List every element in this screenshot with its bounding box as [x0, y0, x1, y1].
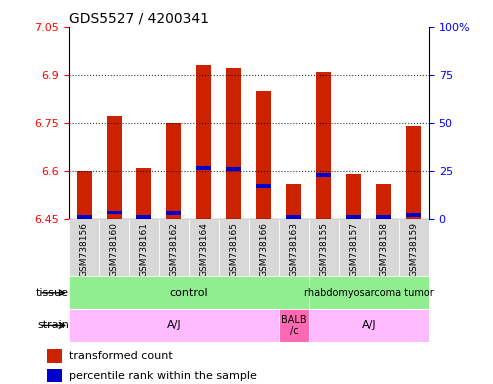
Bar	[69, 276, 309, 309]
Text: rhabdomyosarcoma tumor: rhabdomyosarcoma tumor	[304, 288, 434, 298]
Bar	[279, 219, 309, 276]
Text: GSM738159: GSM738159	[409, 222, 419, 277]
Text: BALB
/c: BALB /c	[281, 314, 307, 336]
Text: GSM738163: GSM738163	[289, 222, 298, 277]
Text: GSM738160: GSM738160	[109, 222, 118, 277]
Bar	[69, 309, 279, 342]
Bar	[69, 219, 99, 276]
Bar	[99, 219, 129, 276]
Bar	[406, 126, 422, 219]
Bar	[347, 215, 361, 219]
Text: GSM738161: GSM738161	[140, 222, 148, 277]
Bar	[129, 219, 159, 276]
Text: GSM738162: GSM738162	[170, 222, 178, 276]
Bar	[226, 68, 242, 219]
Bar	[406, 213, 422, 217]
Bar	[309, 219, 339, 276]
Bar	[137, 215, 151, 219]
Bar	[286, 184, 301, 219]
Text: GSM738164: GSM738164	[200, 222, 209, 276]
Bar	[249, 219, 279, 276]
Text: GSM738156: GSM738156	[79, 222, 89, 277]
Text: A/J: A/J	[167, 320, 181, 331]
Bar	[309, 276, 429, 309]
Bar	[76, 215, 92, 219]
Bar	[106, 116, 121, 219]
Bar	[317, 173, 331, 177]
Text: tissue: tissue	[36, 288, 69, 298]
Text: GSM738166: GSM738166	[259, 222, 269, 277]
Bar	[47, 369, 62, 382]
Bar	[286, 215, 301, 219]
Bar	[256, 184, 272, 188]
Bar	[76, 171, 92, 219]
Bar	[339, 219, 369, 276]
Bar	[309, 309, 429, 342]
Bar	[399, 219, 429, 276]
Text: strain: strain	[37, 320, 69, 331]
Text: GSM738158: GSM738158	[380, 222, 388, 277]
Text: GSM738155: GSM738155	[319, 222, 328, 277]
Bar	[317, 72, 331, 219]
Bar	[197, 65, 211, 219]
Bar	[167, 123, 181, 219]
Text: GDS5527 / 4200341: GDS5527 / 4200341	[69, 12, 209, 26]
Text: GSM738165: GSM738165	[229, 222, 239, 277]
Text: transformed count: transformed count	[69, 351, 173, 361]
Bar	[226, 167, 242, 171]
Bar	[159, 219, 189, 276]
Bar	[377, 215, 391, 219]
Bar	[189, 219, 219, 276]
Bar	[47, 349, 62, 363]
Text: percentile rank within the sample: percentile rank within the sample	[69, 371, 257, 381]
Bar	[347, 174, 361, 219]
Bar	[106, 210, 121, 214]
Text: GSM738157: GSM738157	[350, 222, 358, 277]
Bar	[256, 91, 272, 219]
Bar	[219, 219, 249, 276]
Bar	[197, 166, 211, 170]
Bar	[167, 211, 181, 215]
Bar	[279, 309, 309, 342]
Text: A/J: A/J	[362, 320, 376, 331]
Bar	[137, 168, 151, 219]
Bar	[377, 184, 391, 219]
Bar	[369, 219, 399, 276]
Text: control: control	[170, 288, 209, 298]
